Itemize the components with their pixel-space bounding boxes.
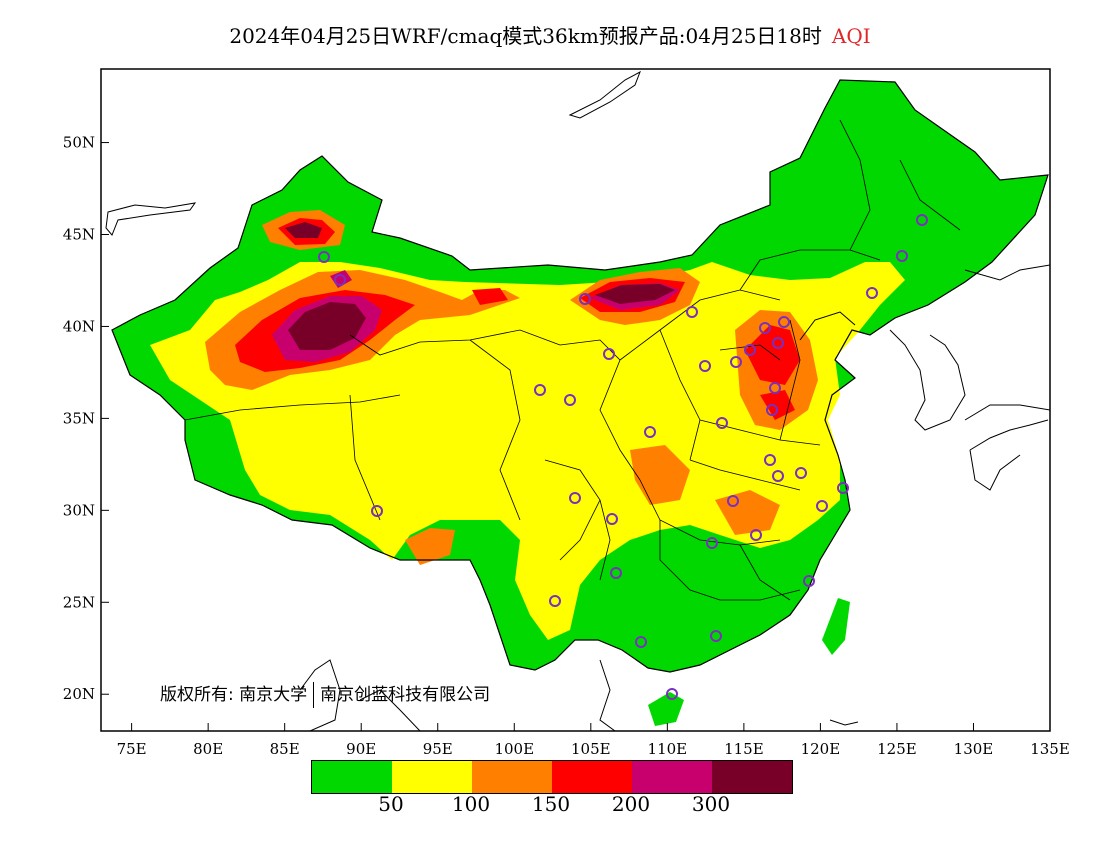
station-marker [816, 500, 828, 512]
region-hazardous-west [288, 302, 366, 350]
x-tick-label: 120E [801, 740, 841, 758]
title-variable: AQI [831, 24, 871, 48]
station-marker [866, 287, 878, 299]
station-marker [772, 337, 784, 349]
y-tick-label: 45N [63, 226, 95, 244]
region-hazardous-north [595, 284, 675, 304]
title-product: 2024年04月25日WRF/cmaq模式36km预报产品:04月25日18时 [229, 24, 822, 48]
legend-label: 300 [691, 792, 731, 816]
station-marker [896, 250, 908, 262]
x-tick-label: 135E [1030, 740, 1070, 758]
station-marker [744, 344, 756, 356]
station-marker [706, 537, 718, 549]
station-marker [764, 454, 776, 466]
station-marker [666, 688, 678, 700]
station-marker [334, 274, 346, 286]
map-layer [105, 70, 1050, 731]
x-tick-label: 130E [954, 740, 994, 758]
legend-swatch [312, 761, 392, 793]
country-outline [111, 79, 1049, 673]
station-marker [569, 492, 581, 504]
x-tick-label: 85E [270, 740, 300, 758]
x-tick-label: 95E [423, 740, 453, 758]
legend-swatch [392, 761, 472, 793]
station-marker [716, 417, 728, 429]
legend-label: 50 [378, 792, 404, 816]
station-marker [772, 470, 784, 482]
legend-swatch [632, 761, 712, 793]
x-tick-label: 80E [193, 740, 223, 758]
station-marker [759, 322, 771, 334]
station-marker [686, 306, 698, 318]
region-orange-south [715, 490, 780, 535]
station-marker [699, 360, 711, 372]
coastlines [105, 70, 1050, 731]
station-marker [727, 495, 739, 507]
station-marker [769, 382, 781, 394]
province-boundaries [184, 119, 961, 601]
map-frame [100, 68, 1051, 732]
station-marker [534, 384, 546, 396]
copyright-notice: 版权所有: 南京大学 南京创蓝科技有限公司 [160, 680, 490, 708]
legend-label: 100 [451, 792, 491, 816]
region-orange-tibet [405, 528, 455, 565]
station-marker [549, 595, 561, 607]
station-marker [778, 316, 790, 328]
station-marker [610, 567, 622, 579]
y-tick-label: 40N [63, 317, 95, 335]
y-axis: 20N 25N 30N 35N 40N 45N 50N [63, 134, 109, 703]
region-red-east [745, 325, 800, 385]
copyright-left: 版权所有: 南京大学 [160, 685, 308, 705]
station-marker [644, 426, 656, 438]
x-tick-label: 100E [494, 740, 534, 758]
y-tick-label: 30N [63, 501, 95, 519]
region-red-east-south [760, 390, 795, 420]
station-marker [730, 356, 742, 368]
station-marker [766, 404, 778, 416]
station-marker [635, 636, 647, 648]
region-hazardous-nw-top [285, 222, 322, 238]
x-tick-label: 115E [724, 740, 764, 758]
island-taiwan [822, 598, 850, 655]
island-hainan [648, 692, 684, 726]
legend-swatch [712, 761, 792, 793]
legend-swatch [472, 761, 552, 793]
legend-label: 150 [531, 792, 571, 816]
station-marker [803, 575, 815, 587]
x-tick-label: 105E [571, 740, 611, 758]
y-tick-label: 35N [63, 409, 95, 427]
map-title: 2024年04月25日WRF/cmaq模式36km预报产品:04月25日18时 A… [0, 20, 1100, 49]
station-marker [371, 505, 383, 517]
y-tick-label: 25N [63, 593, 95, 611]
x-tick-label: 90E [346, 740, 376, 758]
x-axis: 75E 80E 85E 90E 95E 100E 105E 110E 115E 120E 125E 1… [117, 723, 1070, 758]
x-tick-label: 75E [117, 740, 147, 758]
copyright-separator [313, 682, 315, 708]
station-marker [579, 293, 591, 305]
station-marker [318, 251, 330, 263]
x-tick-label: 125E [877, 740, 917, 758]
station-marker [710, 630, 722, 642]
y-tick-label: 50N [63, 134, 95, 152]
color-legend [311, 760, 793, 794]
x-tick-label: 110E [648, 740, 688, 758]
y-tick-label: 20N [63, 685, 95, 703]
station-marker [837, 482, 849, 494]
copyright-right: 南京创蓝科技有限公司 [320, 685, 491, 705]
station-marker [603, 348, 615, 360]
region-red-hotspot [472, 288, 508, 305]
station-marker [750, 529, 762, 541]
station-markers [318, 214, 928, 700]
station-marker [606, 513, 618, 525]
legend-label: 200 [611, 792, 651, 816]
station-marker [564, 394, 576, 406]
station-marker [916, 214, 928, 226]
station-marker [795, 467, 807, 479]
legend-swatch [552, 761, 632, 793]
